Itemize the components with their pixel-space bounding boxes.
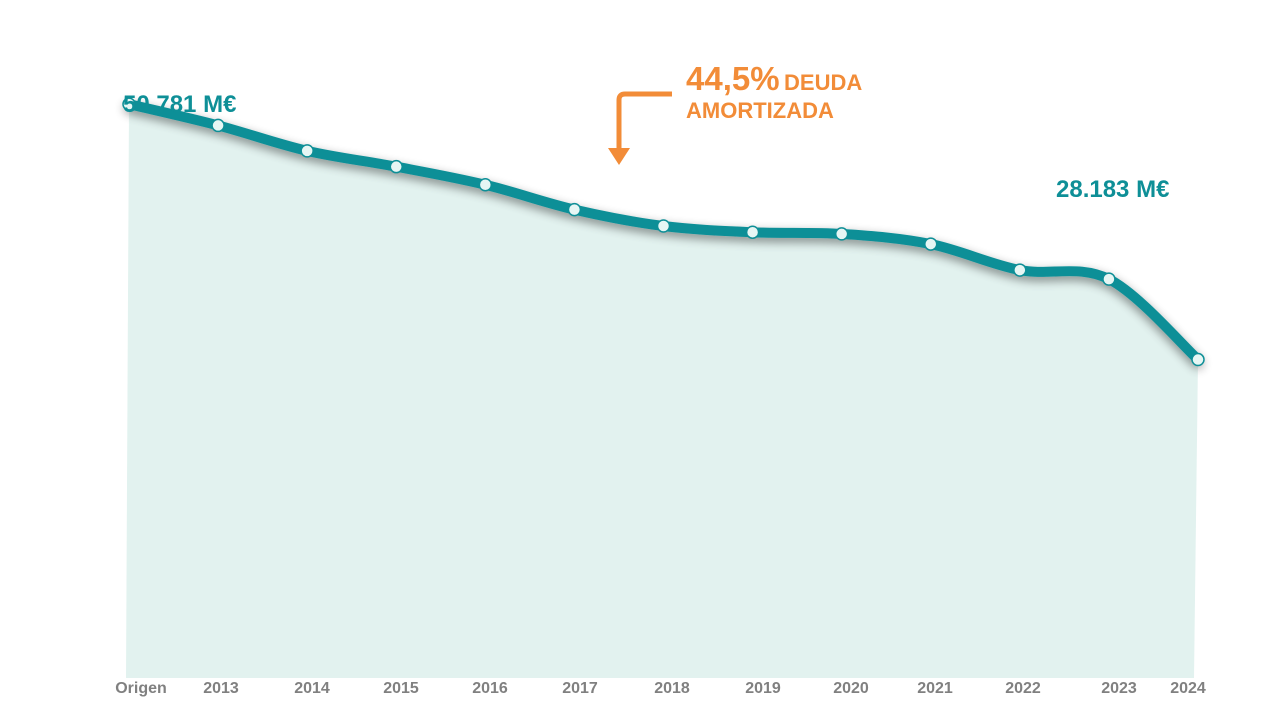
amortized-callout: 44,5% DEUDA AMORTIZADA — [686, 60, 862, 123]
x-tick-label-2016: 2016 — [472, 680, 508, 697]
amortized-arrow — [608, 91, 672, 165]
x-tick-label-2021: 2021 — [917, 680, 953, 697]
x-tick-label-2020: 2020 — [833, 680, 869, 697]
amortized-percent: 44,5% — [686, 60, 780, 97]
data-point-2024 — [1191, 352, 1205, 367]
end-value-label: 28.183 M€ — [1056, 176, 1170, 203]
x-tick-label-2022: 2022 — [1005, 680, 1041, 697]
x-tick-label-2019: 2019 — [745, 680, 781, 697]
data-point-2015 — [389, 159, 403, 174]
x-tick-label-2023: 2023 — [1101, 680, 1137, 697]
x-tick-label-2013: 2013 — [203, 680, 239, 697]
data-point-2014 — [300, 144, 314, 158]
x-tick-label-2018: 2018 — [654, 680, 690, 697]
arrow-head — [608, 148, 630, 165]
data-point-2022 — [1013, 263, 1027, 277]
data-point-2013 — [211, 118, 225, 133]
x-tick-label-origen: Origen — [115, 680, 167, 697]
data-point-2018 — [656, 219, 671, 233]
start-value-label: 50.781 M€ — [123, 91, 237, 118]
data-point-2020 — [834, 227, 849, 241]
x-tick-label-2017: 2017 — [562, 680, 598, 697]
arrow-shaft — [616, 91, 672, 150]
x-tick-label-2015: 2015 — [383, 680, 419, 697]
data-point-origen — [122, 97, 136, 111]
debt-area-fill — [126, 104, 1198, 679]
data-point-2021 — [924, 237, 938, 251]
data-point-2016 — [478, 178, 493, 192]
x-tick-label-2014: 2014 — [294, 680, 330, 697]
data-point-2023 — [1102, 272, 1116, 286]
amortized-text-line2: AMORTIZADA — [686, 97, 834, 123]
data-point-2017 — [567, 202, 582, 217]
data-point-2019 — [745, 225, 760, 239]
amortized-text-line1: DEUDA — [784, 70, 863, 95]
x-tick-label-2024: 2024 — [1170, 680, 1206, 697]
